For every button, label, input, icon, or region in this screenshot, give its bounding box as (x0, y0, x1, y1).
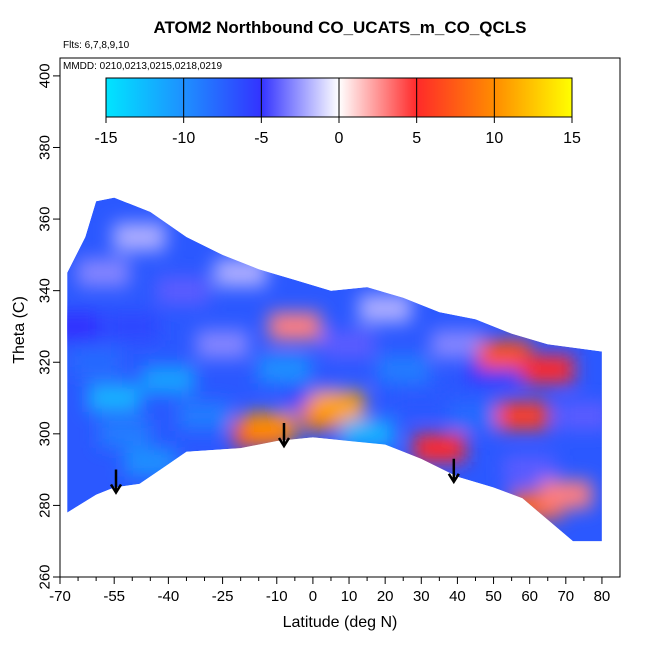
heatmap-cell (521, 355, 574, 384)
colorbar-tick-label: 0 (335, 130, 344, 147)
x-tick-label: 80 (594, 588, 611, 605)
arrow-head (109, 483, 123, 495)
heatmap-layer (67, 197, 602, 542)
heatmap-cell (196, 330, 249, 359)
x-tick-label: 70 (557, 588, 574, 605)
heatmap-cell (359, 294, 412, 323)
x-tick-label: 60 (521, 588, 538, 605)
heatmap-cell (413, 434, 466, 463)
heatmap-cell (395, 384, 448, 412)
y-tick-label: 320 (37, 350, 54, 375)
heatmap-cell (557, 401, 602, 430)
x-tick-label: 40 (449, 588, 466, 605)
heatmap-cell (77, 258, 130, 287)
colorbar-tick-label: 10 (485, 130, 503, 147)
x-tick-label: 20 (377, 588, 394, 605)
heatmap-cell (178, 401, 231, 430)
colorbar-tick-label: -5 (254, 130, 268, 147)
heatmap-patches (67, 223, 602, 520)
down-arrow (277, 422, 291, 449)
heatmap-cell (312, 391, 365, 420)
heatmap-cell (70, 348, 123, 377)
heatmap-cell (67, 312, 101, 341)
colorbar-tick-label: -15 (94, 130, 117, 147)
x-tick-label: 0 (309, 588, 317, 605)
heatmap-cell (268, 312, 321, 341)
heatmap-cell (214, 258, 267, 287)
x-tick-label: 30 (413, 588, 430, 605)
plot-frame (59, 57, 621, 578)
heatmap-cell (243, 412, 296, 441)
heatmap-cell (99, 419, 151, 448)
heatmap-cell (142, 366, 195, 395)
heatmap-cell (539, 480, 592, 509)
flights-note: Flts: 6,7,8,9,10 (63, 40, 130, 51)
heatmap-cell (113, 223, 166, 251)
x-tick-label: -10 (266, 588, 288, 605)
arrow-head (277, 437, 291, 449)
x-tick-label: 10 (341, 588, 358, 605)
colorbar: -15 -10 -5 0 5 10 15 (94, 77, 581, 147)
heatmap-cell (156, 276, 209, 305)
y-tick-label: 260 (37, 564, 54, 589)
y-tick-label: 360 (37, 207, 54, 232)
heatmap-cell (431, 330, 484, 359)
heatmap-cell (449, 401, 502, 430)
chart-title: ATOM2 Northbound CO_UCATS_m_CO_QCLS (153, 18, 527, 37)
x-tick-label: -25 (212, 588, 234, 605)
axis-layer: -70 -55 -40 -25 -10 0 10 20 30 40 50 60 70 8026028030… (37, 63, 611, 605)
y-tick-label: 380 (37, 135, 54, 160)
heatmap-cell (323, 330, 375, 359)
heatmap-cell (106, 312, 159, 341)
heatmap-cell (496, 401, 549, 430)
down-arrow (109, 469, 123, 495)
arrow-head (447, 473, 460, 485)
y-tick-label: 400 (37, 63, 54, 88)
colorbar-tick-label: -10 (172, 130, 195, 147)
x-tick-label: -40 (158, 588, 180, 605)
dates-note: MMDD: 0210,0213,0215,0218,0219 (63, 61, 223, 72)
x-tick-label: -70 (49, 588, 71, 605)
x-tick-label: -55 (103, 588, 125, 605)
heatmap-cell (258, 355, 310, 384)
colorbar-tick-label: 15 (563, 130, 581, 147)
y-tick-label: 340 (37, 278, 54, 303)
colorbar-tick-label: 5 (412, 130, 421, 147)
heatmap-cell (377, 355, 430, 384)
y-tick-label: 300 (37, 421, 54, 446)
heatmap-cell (503, 455, 556, 484)
x-tick-label: 50 (485, 588, 502, 605)
heatmap-cell (341, 419, 394, 448)
down-arrow (447, 458, 460, 485)
arrow-layer (109, 422, 460, 495)
heatmap-cell (124, 448, 177, 477)
heatmap-cell (88, 384, 141, 412)
y-tick-label: 280 (37, 493, 54, 518)
x-axis-label: Latitude (deg N) (282, 614, 398, 631)
